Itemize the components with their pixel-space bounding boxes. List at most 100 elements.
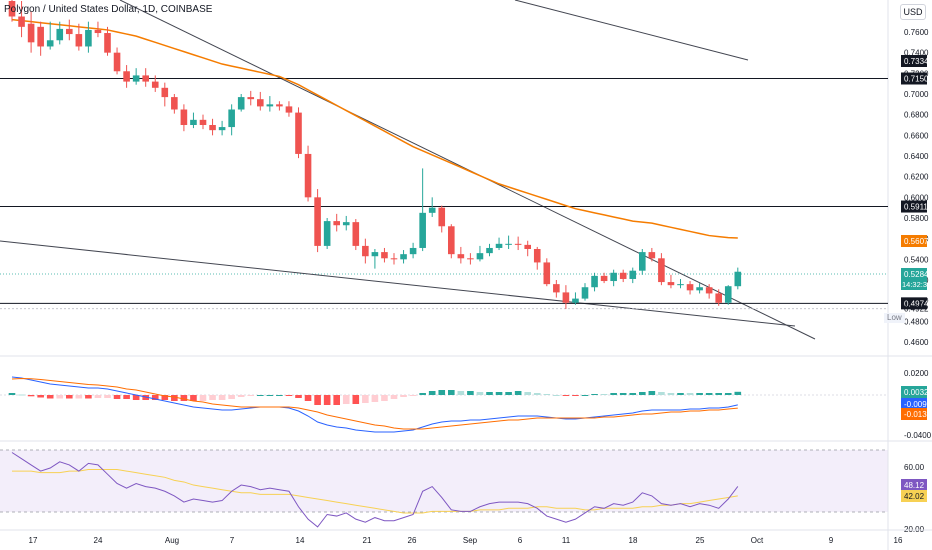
candle-body (667, 282, 675, 286)
candle-body (591, 275, 598, 288)
ma-line (11, 18, 738, 239)
candle-body (400, 254, 407, 260)
candle-body (553, 284, 560, 293)
rsi-value-tag-text: 48.12 (904, 481, 925, 490)
candle (75, 23, 83, 51)
low-price-text: 0.4922 (904, 305, 929, 314)
macd-histogram-bar (476, 392, 484, 395)
candle (171, 94, 178, 114)
macd-histogram-bar (27, 395, 35, 397)
time-tick-label: 25 (696, 536, 705, 545)
rsi-ma-value-tag-text: 42.02 (904, 492, 925, 501)
candle (619, 269, 627, 283)
macd-histogram-bar (104, 395, 111, 398)
macd-histogram-bar (553, 395, 560, 396)
candle-body (371, 252, 379, 257)
candle-body (600, 275, 608, 282)
candle (352, 219, 360, 251)
rsi-ma-line (12, 469, 738, 514)
price-tick-label: 0.6800 (904, 111, 929, 120)
macd-histogram-bar (237, 395, 245, 397)
macd-histogram-bar (247, 395, 255, 396)
macd-histogram-bar (75, 395, 83, 399)
time-tick-label: Aug (165, 536, 179, 545)
candle-body (171, 97, 178, 110)
macd-histogram-bar (495, 392, 503, 395)
macd-histogram-bar (543, 394, 551, 395)
rsi-line (11, 452, 739, 528)
candle-body (123, 71, 130, 82)
macd-histogram-bar (505, 392, 512, 395)
candle-body (610, 272, 617, 282)
upper-trendline (514, 0, 749, 61)
price-tick-label: 0.6200 (904, 173, 929, 182)
macd-histogram-bar (352, 395, 360, 404)
macd-histogram-bar (658, 392, 665, 395)
candle (505, 235, 512, 249)
candle (629, 267, 637, 284)
candle (27, 11, 35, 53)
candle (381, 247, 388, 263)
moving-average (11, 18, 738, 239)
candle (218, 120, 226, 136)
macd-histogram-bar (715, 393, 722, 395)
support-price-tag-bg (901, 297, 927, 310)
candle (8, 0, 16, 22)
macd-histogram-bar (667, 393, 675, 395)
candle (438, 205, 446, 233)
macd-histogram-bar (342, 395, 350, 404)
resistance-price-tag: 0.7150 (901, 72, 929, 85)
macd-histogram-bar (610, 393, 617, 395)
candle-body (266, 104, 274, 107)
candle (37, 21, 44, 56)
candle-body (734, 271, 742, 287)
macd-histogram-bar (8, 393, 16, 395)
candle-body (639, 252, 646, 271)
candle-body (562, 292, 570, 303)
signal-value-tag: -0.0131 (901, 408, 932, 420)
candle-body (314, 197, 321, 246)
macd-histogram-bar (304, 395, 312, 401)
candle-body (66, 28, 73, 35)
candle (495, 237, 503, 251)
candle (276, 101, 283, 111)
candle (600, 272, 608, 284)
candle (161, 82, 169, 107)
resistance-price-tag-text: 0.5911 (904, 203, 928, 212)
macd-histogram-bar (37, 395, 44, 398)
macd-histogram-bar (362, 395, 369, 403)
macd-histogram-bar (448, 390, 455, 395)
macd-histogram-bar (123, 395, 130, 399)
candle (228, 104, 235, 136)
candle (323, 218, 331, 249)
resistance-price-tag-bg (901, 200, 927, 213)
rsi-tick-label: 60.00 (904, 463, 925, 472)
macd-histogram-bar (323, 395, 331, 405)
macd-histogram-bar (619, 393, 627, 395)
ma-price-tag: 0.5607 (901, 235, 929, 247)
rsi-ma-value-tag-bg (901, 490, 927, 502)
candle (142, 68, 149, 87)
macd-histogram-bar (132, 395, 140, 400)
candle (66, 19, 73, 41)
currency-button[interactable]: USD (900, 4, 926, 20)
macd-histogram-bar (295, 395, 302, 398)
macd-histogram-bar (390, 395, 398, 399)
candle-body (648, 252, 656, 259)
macd-histogram-bar (639, 392, 646, 395)
time-tick-label: 17 (29, 536, 38, 545)
candle (686, 281, 694, 295)
time-axis: 17 24 Aug 7 14 21 26 Sep 6 11 18 25 Oct 9 16 (0, 529, 932, 545)
last-price-text: 0.5284 (904, 270, 929, 279)
candle (448, 224, 455, 259)
resistance-price-tag-bg (901, 72, 927, 85)
macd-histogram-bar (180, 395, 188, 401)
candle (132, 68, 140, 85)
price-tick-label: 0.4800 (904, 317, 929, 326)
candle-body (323, 221, 331, 246)
time-tick-label: 7 (230, 536, 235, 545)
time-tick-label: Oct (751, 536, 764, 545)
macd-histogram-bar (572, 395, 579, 396)
rsi-pane (11, 452, 739, 528)
